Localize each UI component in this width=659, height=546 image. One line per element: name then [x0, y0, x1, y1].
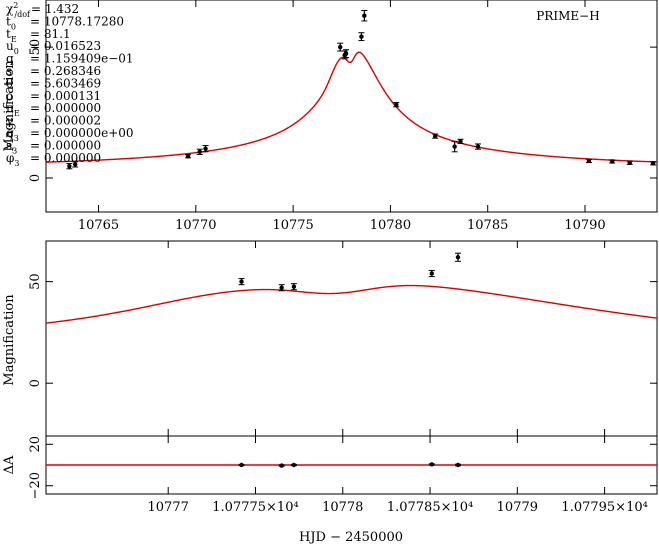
- full-xtick-label-0: 10765: [78, 218, 119, 233]
- zoom-panel-ylabel: Magnification: [2, 294, 17, 386]
- resid-point-1: [278, 463, 285, 468]
- full-point-12: [451, 140, 458, 153]
- fit-param-6: θ = 5.603469: [6, 76, 101, 90]
- fit-param-1: t0 = 10778.17280: [6, 14, 124, 31]
- full-point-3: [196, 148, 203, 155]
- full-point-18: [650, 161, 657, 166]
- zoom-point-0: [238, 278, 245, 286]
- band-label: PRIME−H: [536, 9, 599, 23]
- zoom-panel-data-points: [238, 252, 461, 292]
- full-point-10: [393, 102, 400, 108]
- zoom-ytick-label-0: 0: [28, 379, 43, 387]
- zoom-point-3: [428, 269, 435, 278]
- zoom-panel-model-curve: [46, 284, 657, 324]
- full-lightcurve-panel: 10765 10770 10775 10780 10785 10790 0 50 PRIME−…: [2, 0, 658, 233]
- resid-ytick-label-0: −20: [28, 472, 43, 499]
- zoom-panel: 0 50 Magnification: [2, 240, 658, 437]
- resid-point-3: [428, 462, 435, 467]
- full-xtick-label-4: 10785: [467, 218, 508, 233]
- full-ytick-label-1: 50: [28, 39, 43, 56]
- residuals-panel: 10777 1.07775×10⁴ 10778 1.07785×10⁴ 10779 1.0…: [2, 435, 658, 515]
- fit-param-9: γ = 0.000002: [6, 114, 101, 128]
- full-point-7: [343, 49, 350, 59]
- zoom-ytick-label-1: 50: [28, 273, 43, 290]
- fit-param-11: s3 = 0.000000: [6, 138, 101, 155]
- zoom-point-1: [278, 284, 285, 292]
- fit-param-12: φ3 = 0.000000: [6, 151, 101, 168]
- resid-ytick-label-1: 20: [28, 436, 43, 453]
- full-panel-data-points: [66, 9, 657, 170]
- full-xtick-label-2: 10775: [272, 218, 313, 233]
- full-point-15: [585, 158, 592, 164]
- residuals-ylabel: ΔA: [2, 455, 17, 474]
- full-point-17: [626, 160, 633, 165]
- full-ytick-label-0: 0: [28, 174, 43, 182]
- x-axis-label: HJD − 2450000: [299, 530, 403, 545]
- zoom-point-2: [290, 283, 297, 291]
- full-point-11: [432, 133, 439, 139]
- full-point-0: [66, 163, 73, 170]
- full-point-4: [202, 145, 209, 153]
- full-point-13: [457, 138, 464, 144]
- full-point-8: [358, 32, 365, 42]
- zoom-panel-frame: [45, 240, 658, 437]
- fit-param-0: χ2/dof= 1.432: [6, 1, 79, 19]
- zoom-panel-ticks: 0 50: [28, 241, 657, 436]
- full-xtick-label-1: 10770: [175, 218, 216, 233]
- full-point-16: [609, 159, 616, 164]
- zoom-point-4: [454, 252, 461, 262]
- full-point-5: [337, 42, 344, 52]
- fit-param-3: u0 = 0.016523: [6, 39, 101, 56]
- resid-xtick-label-5: 1.07795×10⁴: [561, 500, 647, 515]
- resid-xtick-label-3: 1.07785×10⁴: [387, 500, 473, 515]
- full-panel-model-curve: [46, 51, 657, 163]
- fit-param-7: ρ = 0.000131: [6, 89, 101, 103]
- fit-param-8: πE = 0.000000: [6, 101, 101, 118]
- fit-param-4: q = 1.159409e−01: [6, 52, 134, 66]
- resid-xtick-label-2: 10778: [322, 500, 363, 515]
- residuals-data-points: [238, 462, 461, 468]
- full-xtick-label-3: 10780: [370, 218, 411, 233]
- full-xtick-label-5: 10790: [564, 218, 605, 233]
- resid-xtick-label-1: 1.07775×10⁴: [212, 500, 298, 515]
- full-panel-frame: [45, 0, 658, 213]
- resid-point-4: [454, 462, 461, 468]
- fit-param-5: s = 0.268346: [6, 64, 101, 78]
- resid-xtick-label-4: 10779: [497, 500, 538, 515]
- fit-param-2: tE = 81.1: [6, 27, 71, 44]
- full-point-9: [361, 9, 368, 22]
- resid-point-2: [290, 462, 297, 468]
- full-point-2: [185, 154, 192, 159]
- resid-point-0: [238, 462, 245, 468]
- full-point-14: [474, 143, 481, 150]
- fit-param-10: q3 = 0.000000e+00: [6, 126, 134, 143]
- full-panel-ticks: 10765 10770 10775 10780 10785 10790 0 50: [28, 0, 657, 233]
- residuals-panel-ticks: 10777 1.07775×10⁴ 10778 1.07785×10⁴ 10779 1.0…: [28, 436, 657, 515]
- full-panel-ylabel: Magnification: [2, 60, 17, 152]
- resid-xtick-label-0: 10777: [148, 500, 189, 515]
- full-point-1: [72, 161, 79, 168]
